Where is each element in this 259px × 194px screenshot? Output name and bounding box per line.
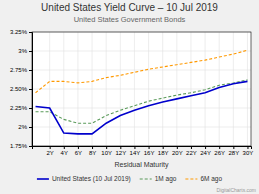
x-tick: 14Y <box>130 146 141 156</box>
x-tick-label: 28Y <box>228 150 239 156</box>
legend-swatch <box>37 178 49 180</box>
x-tick-mark <box>50 146 51 149</box>
x-tick: 20Y <box>172 146 183 156</box>
x-tick-label: 30Y <box>243 150 254 156</box>
x-tick-label: 8Y <box>89 150 96 156</box>
x-tick-mark <box>64 146 65 149</box>
x-tick-mark <box>106 146 107 149</box>
x-tick-mark <box>163 146 164 149</box>
x-tick-label: 16Y <box>144 150 155 156</box>
y-tick-label: 2.50% <box>10 86 28 92</box>
x-tick-mark <box>191 146 192 149</box>
series-line <box>36 81 248 133</box>
plot-lines <box>36 50 248 134</box>
x-tick-label: 24Y <box>200 150 211 156</box>
y-tick: 3.25% <box>10 29 32 35</box>
title: United States Yield Curve – 10 Jul 2019 <box>41 2 218 13</box>
x-tick-label: 20Y <box>172 150 183 156</box>
x-tick: 12Y <box>115 146 126 156</box>
legend: United States (10 Jul 2019) 1M ago 6M ago <box>37 175 223 183</box>
grid-line-y <box>32 127 251 128</box>
x-tick-label: 12Y <box>115 150 126 156</box>
y-tick: 2% <box>18 124 32 130</box>
y-tick-label: 3% <box>18 48 27 54</box>
y-tick-mark <box>29 127 32 128</box>
x-axis-line <box>33 147 252 150</box>
x-tick-mark <box>247 146 248 149</box>
x-axis-title: Residual Maturity <box>114 161 169 169</box>
y-tick: 3% <box>18 48 32 54</box>
series-line <box>36 50 248 93</box>
x-tick-label: 6Y <box>75 150 82 156</box>
y-tick-label: 3.25% <box>10 29 28 35</box>
x-tick-label: 10Y <box>101 150 112 156</box>
legend-label: United States (10 Jul 2019) <box>52 175 131 183</box>
y-tick: 2.75% <box>10 67 32 73</box>
x-tick: 6Y <box>75 146 82 156</box>
legend-item: 6M ago <box>185 175 222 183</box>
legend-label: 1M ago <box>155 175 177 183</box>
legend-item: United States (10 Jul 2019) <box>37 175 131 183</box>
x-tick-mark <box>177 146 178 149</box>
x-tick: 2Y <box>46 146 53 156</box>
grid-line-y <box>32 51 251 52</box>
subtitle: United States Government Bonds <box>74 15 186 24</box>
x-tick: 18Y <box>158 146 169 156</box>
x-tick-mark <box>92 146 93 149</box>
x-tick-mark <box>205 146 206 149</box>
legend-label: 6M ago <box>200 175 222 183</box>
x-tick: 22Y <box>186 146 197 156</box>
y-tick: 1.75% <box>10 143 32 149</box>
watermark: DigitalCharts.com <box>217 187 256 193</box>
x-tick-label: 2Y <box>46 150 53 156</box>
y-tick-label: 1.75% <box>10 143 28 149</box>
x-tick: 28Y <box>228 146 239 156</box>
x-tick: 16Y <box>144 146 155 156</box>
x-tick-label: 18Y <box>158 150 169 156</box>
x-tick-label: 14Y <box>130 150 141 156</box>
chart: 2Y 4Y 6Y 8Y 10Y12Y 14Y16Y18Y20Y22Y24Y26Y28Y 30… <box>0 0 259 194</box>
y-tick-mark <box>29 89 32 90</box>
x-tick-mark <box>219 146 220 149</box>
x-tick: 10Y <box>101 146 112 156</box>
y-tick: 2.25% <box>10 105 32 111</box>
x-tick-label: 22Y <box>186 150 197 156</box>
x-tick-mark <box>134 146 135 149</box>
x-tick: 4Y <box>61 146 68 156</box>
x-tick-mark <box>233 146 234 149</box>
y-tick: 2.50% <box>10 86 32 92</box>
x-tick-label: 26Y <box>214 150 225 156</box>
y-tick-mark <box>29 70 32 71</box>
y-tick-mark <box>29 51 32 52</box>
plot-frame <box>32 32 251 146</box>
y-tick-label: 2% <box>18 124 27 130</box>
plot-background <box>32 32 251 146</box>
y-tick-label: 2.25% <box>10 105 28 111</box>
series-line <box>36 80 248 123</box>
x-tick-mark <box>149 146 150 149</box>
legend-item: 1M ago <box>140 175 177 183</box>
y-tick-mark <box>29 32 32 33</box>
x-tick-mark <box>78 146 79 149</box>
y-tick-mark <box>29 108 32 109</box>
legend-swatch <box>140 178 152 179</box>
x-tick: 8Y <box>89 146 96 156</box>
x-tick: 26Y <box>214 146 225 156</box>
x-tick-mark <box>120 146 121 149</box>
y-tick-mark <box>29 146 32 147</box>
legend-swatch <box>185 178 197 179</box>
y-tick-label: 2.75% <box>10 67 28 73</box>
grid <box>32 32 251 146</box>
x-tick-label: 4Y <box>61 150 68 156</box>
x-axis: 2Y 4Y 6Y 8Y 10Y12Y 14Y16Y18Y20Y22Y24Y26Y28Y 30… <box>33 146 254 156</box>
y-axis: 1.75% 2% 2.25% 2.50% 2.75% 3% 3.25% <box>10 29 33 149</box>
x-tick: 30Y <box>243 146 254 156</box>
x-tick: 24Y <box>200 146 211 156</box>
